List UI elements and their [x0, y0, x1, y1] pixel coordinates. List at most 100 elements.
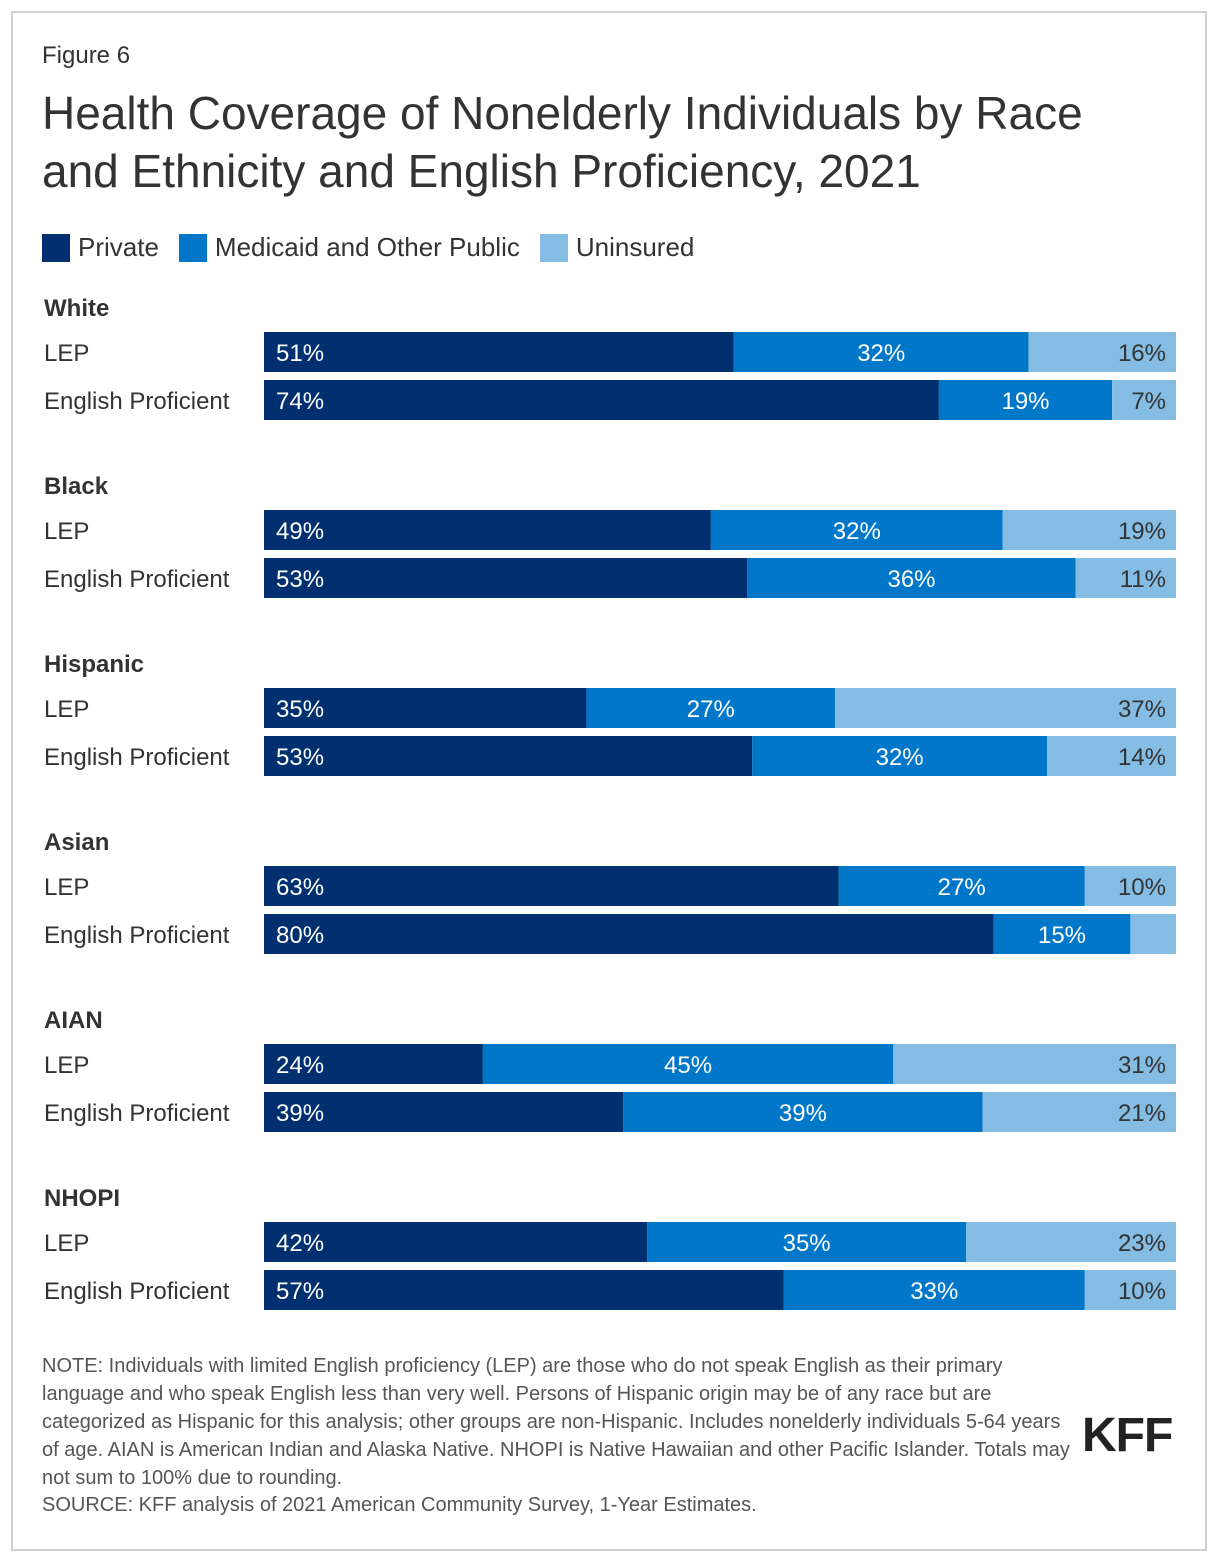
bar-segment-private [264, 558, 748, 598]
data-label: 32% [857, 340, 905, 367]
group-label: White [44, 295, 109, 322]
data-label: 27% [687, 696, 735, 723]
legend-item-medicaid: Medicaid and Other Public [178, 232, 520, 263]
row-label: English Proficient [44, 744, 230, 771]
bar-segment-medicaid-and-other-public [647, 1222, 967, 1262]
group-label: AIAN [44, 1007, 103, 1034]
bar-segment-private [264, 1270, 784, 1310]
data-label: 53% [276, 566, 324, 593]
bar-segment-private [264, 688, 587, 728]
data-label: 21% [1118, 1100, 1166, 1127]
bar-segment-private [264, 736, 753, 776]
data-label: 35% [276, 696, 324, 723]
data-label: 57% [276, 1278, 324, 1305]
bar-segment-uninsured [1047, 736, 1176, 776]
data-label: 19% [1118, 518, 1166, 545]
data-label: 35% [783, 1230, 831, 1257]
bar-segment-uninsured [1084, 1270, 1176, 1310]
bar-segment-uninsured [966, 1222, 1176, 1262]
bar-segment-private [264, 1222, 648, 1262]
row-label: English Proficient [44, 1100, 230, 1127]
data-label: 7% [1131, 388, 1166, 415]
row-label: LEP [44, 518, 89, 545]
bar-segment-private [264, 866, 839, 906]
data-label: 80% [276, 922, 324, 949]
bar-segment-uninsured [982, 1092, 1176, 1132]
data-label: 32% [833, 518, 881, 545]
row-label: LEP [44, 1052, 89, 1079]
data-label: 27% [938, 874, 986, 901]
data-label: 10% [1118, 874, 1166, 901]
data-label: 32% [876, 744, 924, 771]
legend: Private Medicaid and Other Public Uninsu… [42, 232, 714, 263]
data-label: 31% [1118, 1052, 1166, 1079]
bar-segment-medicaid-and-other-public [747, 558, 1076, 598]
bar-segment-medicaid-and-other-public [623, 1092, 983, 1132]
bar-segment-medicaid-and-other-public [710, 510, 1003, 550]
data-label: 49% [276, 518, 324, 545]
bar-segment-medicaid-and-other-public [838, 866, 1085, 906]
row-label: LEP [44, 1230, 89, 1257]
chart-note: NOTE: Individuals with limited English p… [42, 1355, 1070, 1489]
group-label: Asian [44, 829, 109, 856]
bar-segment-private [264, 914, 994, 954]
legend-swatch [539, 233, 568, 262]
bar-segment-uninsured [1075, 558, 1176, 598]
row-label: LEP [44, 696, 89, 723]
legend-item-uninsured: Uninsured [539, 232, 695, 263]
row-label: LEP [44, 340, 89, 367]
bar-segment-private [264, 332, 734, 372]
row-label: English Proficient [44, 922, 230, 949]
bar-segment-private [264, 380, 939, 420]
bar-segment-medicaid-and-other-public [586, 688, 836, 728]
data-label: 10% [1118, 1278, 1166, 1305]
bar-segment-medicaid-and-other-public [783, 1270, 1085, 1310]
group-label: NHOPI [44, 1185, 120, 1212]
bar-segment-medicaid-and-other-public [752, 736, 1048, 776]
kff-logo: KFF [1082, 1409, 1173, 1462]
chart-source: SOURCE: KFF analysis of 2021 American Co… [42, 1494, 757, 1516]
row-label: English Proficient [44, 388, 230, 415]
bar-segment-medicaid-and-other-public [938, 380, 1113, 420]
bar-segment-medicaid-and-other-public [993, 914, 1131, 954]
bar-segment-medicaid-and-other-public [733, 332, 1029, 372]
bar-segment-private [264, 510, 711, 550]
bar-segment-uninsured [1002, 510, 1176, 550]
group-label: Black [44, 473, 109, 500]
bar-segment-uninsured [893, 1044, 1176, 1084]
data-label: 36% [887, 566, 935, 593]
data-label: 16% [1118, 340, 1166, 367]
bar-segment-uninsured [1084, 866, 1176, 906]
bar-segment-private [264, 1044, 483, 1084]
legend-label: Private [78, 232, 159, 262]
data-label: 33% [910, 1278, 958, 1305]
stacked-bar-chart: White LEP 51% 32% 16% English Proficient 74% 19… [44, 295, 1176, 1310]
figure-frame [11, 11, 1207, 1551]
row-label: LEP [44, 874, 89, 901]
legend-swatch [178, 233, 207, 262]
group-label: Hispanic [44, 651, 144, 678]
data-label: 42% [276, 1230, 324, 1257]
bar-segment-medicaid-and-other-public [482, 1044, 894, 1084]
data-label: 45% [664, 1052, 712, 1079]
data-label: 39% [276, 1100, 324, 1127]
row-label: English Proficient [44, 1278, 230, 1305]
data-label: 37% [1118, 696, 1166, 723]
data-label: 53% [276, 744, 324, 771]
legend-item-private: Private [42, 232, 159, 263]
legend-label: Uninsured [575, 232, 695, 262]
data-label: 15% [1038, 922, 1086, 949]
row-label: English Proficient [44, 566, 230, 593]
legend-swatch [42, 233, 70, 262]
legend-label: Medicaid and Other Public [214, 232, 520, 262]
data-label: 14% [1118, 744, 1166, 771]
data-label: 74% [276, 388, 324, 415]
bar-segment-uninsured [1112, 380, 1176, 420]
data-label: 63% [276, 874, 324, 901]
data-label: 51% [276, 340, 324, 367]
data-label: 39% [779, 1100, 827, 1127]
chart-title: Health Coverage of Nonelderly Individual… [42, 87, 1083, 197]
bar-segment-private [264, 1092, 624, 1132]
data-label: 24% [276, 1052, 324, 1079]
data-label: 19% [1001, 388, 1049, 415]
